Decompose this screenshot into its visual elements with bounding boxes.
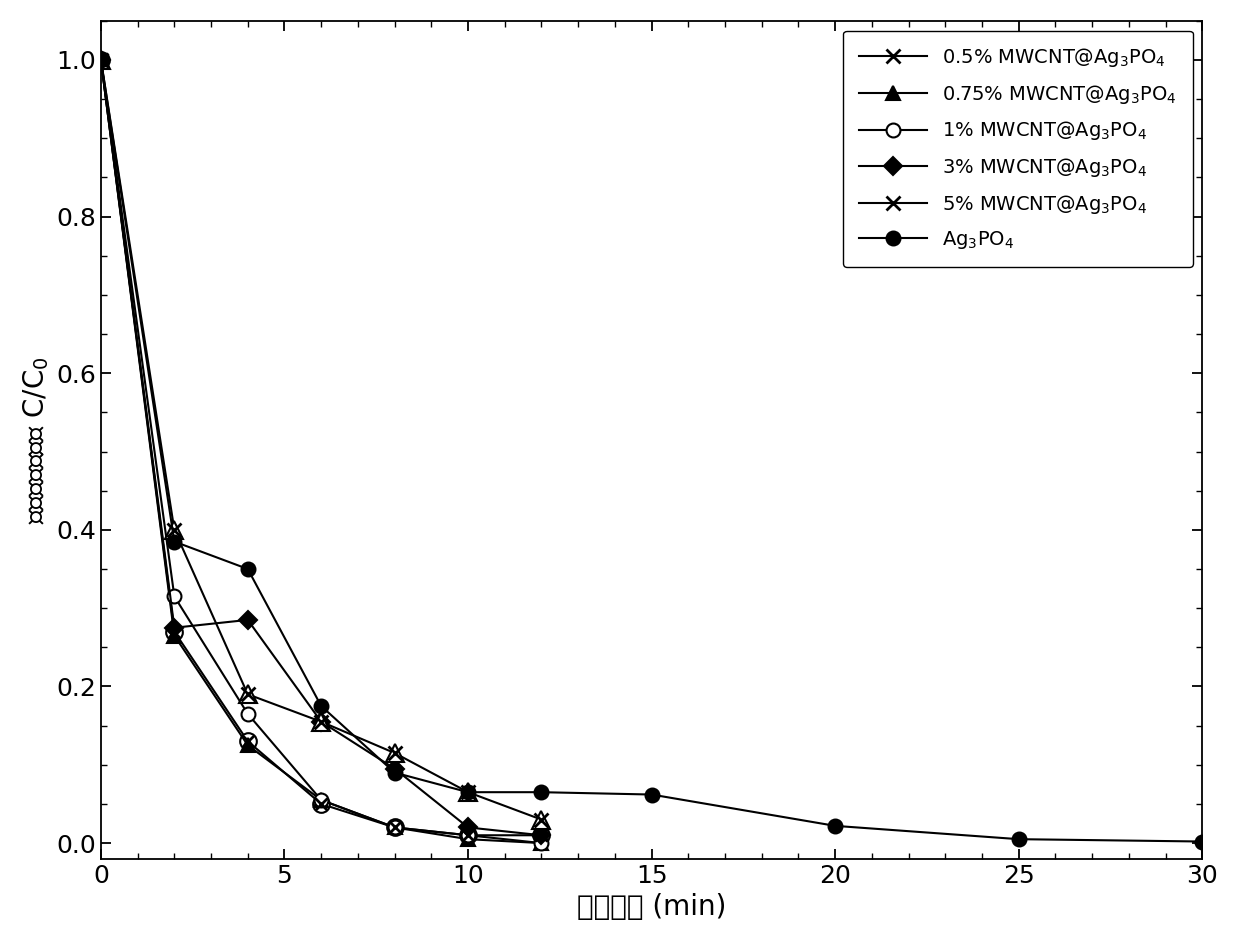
- Line: 5% MWCNT@Ag$_3$PO$_4$: 5% MWCNT@Ag$_3$PO$_4$: [94, 53, 549, 826]
- 5% MWCNT@Ag$_3$PO$_4$: [388, 747, 403, 758]
- X-axis label: 光照时间 (min): 光照时间 (min): [577, 893, 726, 921]
- 3% MWCNT@Ag$_3$PO$_4$: [167, 622, 182, 633]
- 3% MWCNT@Ag$_3$PO$_4$: [388, 763, 403, 774]
- 0.5% MWCNT@Ag$_3$PO$_4$: [461, 830, 476, 841]
- Ag$_3$PO$_4$: [93, 55, 108, 66]
- Line: 0.5% MWCNT@Ag$_3$PO$_4$: 0.5% MWCNT@Ag$_3$PO$_4$: [94, 54, 548, 841]
- 0.5% MWCNT@Ag$_3$PO$_4$: [240, 736, 255, 747]
- 3% MWCNT@Ag$_3$PO$_4$: [534, 830, 549, 841]
- 5% MWCNT@Ag$_3$PO$_4$: [461, 787, 476, 798]
- 3% MWCNT@Ag$_3$PO$_4$: [461, 821, 476, 833]
- 0.75% MWCNT@Ag$_3$PO$_4$: [93, 55, 108, 66]
- Ag$_3$PO$_4$: [534, 787, 549, 798]
- 0.75% MWCNT@Ag$_3$PO$_4$: [534, 837, 549, 849]
- 0.5% MWCNT@Ag$_3$PO$_4$: [313, 798, 328, 809]
- 0.5% MWCNT@Ag$_3$PO$_4$: [388, 821, 403, 833]
- 0.75% MWCNT@Ag$_3$PO$_4$: [240, 739, 255, 751]
- 1% MWCNT@Ag$_3$PO$_4$: [93, 55, 108, 66]
- 0.5% MWCNT@Ag$_3$PO$_4$: [167, 626, 182, 638]
- 1% MWCNT@Ag$_3$PO$_4$: [388, 821, 403, 833]
- Line: Ag$_3$PO$_4$: Ag$_3$PO$_4$: [94, 53, 1209, 849]
- 5% MWCNT@Ag$_3$PO$_4$: [534, 814, 549, 825]
- Ag$_3$PO$_4$: [240, 563, 255, 575]
- Ag$_3$PO$_4$: [1011, 834, 1026, 845]
- 3% MWCNT@Ag$_3$PO$_4$: [93, 55, 108, 66]
- Line: 0.75% MWCNT@Ag$_3$PO$_4$: 0.75% MWCNT@Ag$_3$PO$_4$: [94, 53, 549, 850]
- Ag$_3$PO$_4$: [388, 767, 403, 778]
- 3% MWCNT@Ag$_3$PO$_4$: [240, 614, 255, 625]
- 0.75% MWCNT@Ag$_3$PO$_4$: [313, 794, 328, 805]
- 1% MWCNT@Ag$_3$PO$_4$: [167, 591, 182, 602]
- Line: 1% MWCNT@Ag$_3$PO$_4$: 1% MWCNT@Ag$_3$PO$_4$: [94, 53, 549, 850]
- Y-axis label: 孔雀石绻浓度比 C/C$_0$: 孔雀石绻浓度比 C/C$_0$: [21, 356, 51, 524]
- Ag$_3$PO$_4$: [461, 787, 476, 798]
- Line: 3% MWCNT@Ag$_3$PO$_4$: 3% MWCNT@Ag$_3$PO$_4$: [94, 54, 548, 841]
- 1% MWCNT@Ag$_3$PO$_4$: [461, 830, 476, 841]
- 1% MWCNT@Ag$_3$PO$_4$: [313, 794, 328, 805]
- Ag$_3$PO$_4$: [1194, 836, 1209, 847]
- 0.75% MWCNT@Ag$_3$PO$_4$: [167, 630, 182, 642]
- 1% MWCNT@Ag$_3$PO$_4$: [534, 837, 549, 849]
- 1% MWCNT@Ag$_3$PO$_4$: [240, 708, 255, 720]
- 3% MWCNT@Ag$_3$PO$_4$: [313, 716, 328, 727]
- Ag$_3$PO$_4$: [167, 536, 182, 547]
- Ag$_3$PO$_4$: [644, 788, 659, 800]
- 5% MWCNT@Ag$_3$PO$_4$: [167, 524, 182, 535]
- Legend: 0.5% MWCNT@Ag$_3$PO$_4$, 0.75% MWCNT@Ag$_3$PO$_4$, 1% MWCNT@Ag$_3$PO$_4$, 3% MWC: 0.5% MWCNT@Ag$_3$PO$_4$, 0.75% MWCNT@Ag$…: [844, 30, 1193, 267]
- Ag$_3$PO$_4$: [313, 701, 328, 712]
- Ag$_3$PO$_4$: [828, 820, 843, 832]
- 0.5% MWCNT@Ag$_3$PO$_4$: [534, 830, 549, 841]
- 5% MWCNT@Ag$_3$PO$_4$: [313, 716, 328, 727]
- 0.5% MWCNT@Ag$_3$PO$_4$: [93, 55, 108, 66]
- 0.75% MWCNT@Ag$_3$PO$_4$: [461, 834, 476, 845]
- 5% MWCNT@Ag$_3$PO$_4$: [240, 689, 255, 700]
- 5% MWCNT@Ag$_3$PO$_4$: [93, 55, 108, 66]
- 0.75% MWCNT@Ag$_3$PO$_4$: [388, 821, 403, 833]
